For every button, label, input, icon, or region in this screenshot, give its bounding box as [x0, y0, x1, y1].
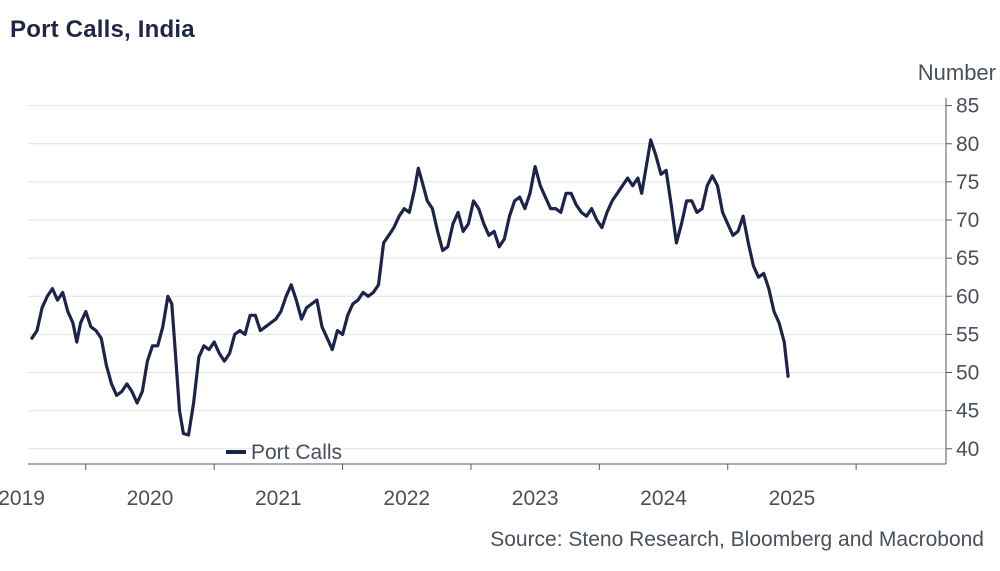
gridlines	[28, 105, 946, 450]
x-tick-label: 2021	[255, 487, 302, 510]
y-tick-label: 50	[956, 362, 979, 385]
y-tick-label: 75	[956, 171, 979, 194]
x-tick-label: 2019	[0, 487, 45, 510]
y-tick-label: 70	[956, 209, 979, 232]
x-tick-label: 2023	[512, 487, 559, 510]
series-line-port-calls	[30, 138, 790, 437]
y-tick-label: 55	[956, 323, 979, 346]
y-tick-label: 60	[956, 285, 979, 308]
series-layer	[30, 138, 790, 437]
x-tick-label: 2025	[769, 487, 816, 510]
y-tick-label: 85	[956, 95, 979, 118]
legend: Port Calls	[226, 441, 342, 464]
source-note: Source: Steno Research, Bloomberg and Ma…	[490, 528, 984, 551]
axes: 40 45 50 55 60 65 70 75 80 85 2019 2020 2021 2022 2023…	[0, 95, 979, 510]
y-tick-label: 80	[956, 133, 979, 156]
x-tick-label: 2022	[383, 487, 430, 510]
chart-title: Port Calls, India	[10, 16, 195, 43]
x-tick-label: 2024	[640, 487, 687, 510]
y-tick-label: 40	[956, 438, 979, 461]
y-tick-label: 45	[956, 400, 979, 423]
y-tick-label: 65	[956, 247, 979, 270]
legend-label-port-calls: Port Calls	[251, 441, 342, 464]
y-axis-unit-label: Number	[918, 60, 996, 85]
x-tick-label: 2020	[127, 487, 174, 510]
